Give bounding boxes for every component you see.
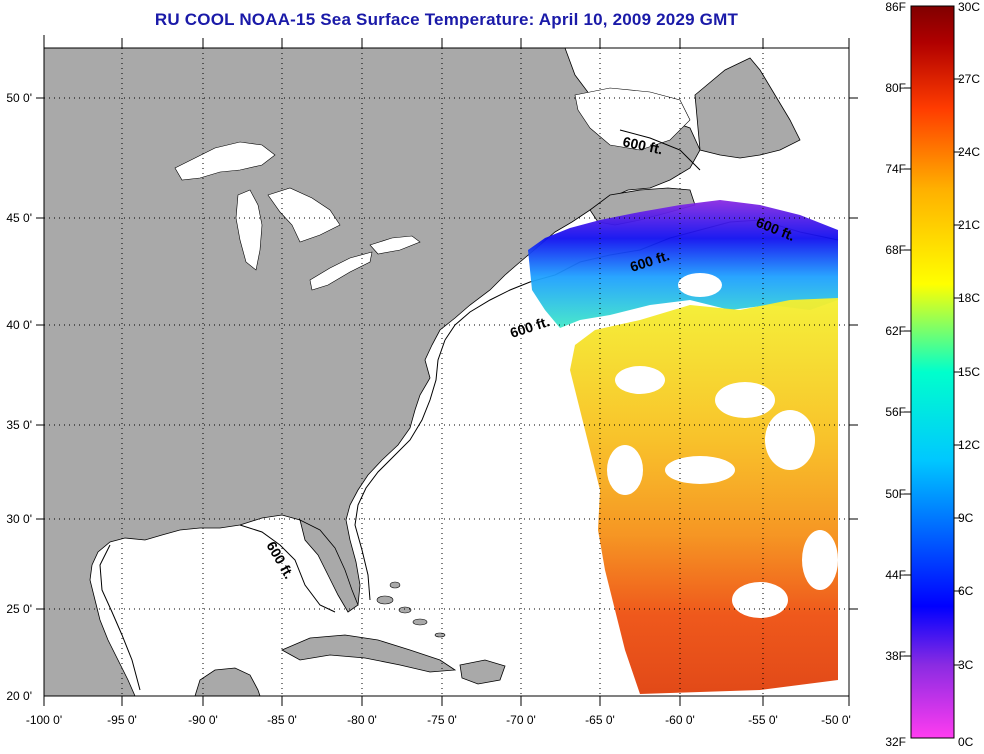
- sst-cold-region: [528, 200, 838, 328]
- lon-label: -65 0': [585, 713, 615, 727]
- lat-label: 50 0': [6, 91, 32, 105]
- lon-label: -85 0': [267, 713, 297, 727]
- colorbar-c-label: 6C: [958, 584, 974, 598]
- lon-label: -75 0': [427, 713, 457, 727]
- colorbar-f-label: 74F: [885, 162, 906, 176]
- lon-label: -100 0': [26, 713, 62, 727]
- colorbar-c-label: 9C: [958, 511, 974, 525]
- colorbar-c-label: 18C: [958, 291, 980, 305]
- lake-ontario: [369, 235, 421, 255]
- lake-huron: [267, 187, 341, 243]
- land-newfoundland: [694, 57, 801, 159]
- cloud-gaps: [607, 273, 838, 618]
- lat-label: 25 0': [6, 602, 32, 616]
- lon-label: -60 0': [665, 713, 695, 727]
- colorbar-c-label: 15C: [958, 365, 980, 379]
- land-cuba: [281, 634, 457, 673]
- lon-label: -80 0': [347, 713, 377, 727]
- lat-labels: 50 0' 45 0' 40 0' 35 0' 30 0' 25 0' 20 0…: [6, 91, 32, 703]
- lake-superior: [174, 141, 276, 181]
- land-north-america: [43, 47, 701, 697]
- colorbar-f-label: 50F: [885, 487, 906, 501]
- map-frame: [43, 47, 850, 697]
- colorbar-c-label: 12C: [958, 438, 980, 452]
- colorbar-f-label: 44F: [885, 568, 906, 582]
- color-bar-scale: [910, 5, 955, 739]
- colorbar-f-label: 86F: [885, 0, 906, 14]
- lon-label: -95 0': [107, 713, 137, 727]
- grid-lines: [44, 48, 849, 696]
- lat-label: 40 0': [6, 318, 32, 332]
- lon-label: -55 0': [748, 713, 778, 727]
- lon-labels: -100 0' -95 0' -90 0' -85 0' -80 0' -75 …: [26, 713, 851, 727]
- colorbar-f-label: 68F: [885, 243, 906, 257]
- land-bahamas: [376, 581, 446, 638]
- colorbar-c-label: 0C: [958, 735, 974, 749]
- colorbar-f-label: 32F: [885, 735, 906, 749]
- colorbar-f-label: 62F: [885, 324, 906, 338]
- lat-label: 35 0': [6, 418, 32, 432]
- gulf-st-lawrence: [574, 87, 691, 151]
- lake-erie: [309, 251, 373, 291]
- colorbar-f-label: 38F: [885, 649, 906, 663]
- lat-label: 20 0': [6, 689, 32, 703]
- colorbar-c-label: 3C: [958, 658, 974, 672]
- colorbar-c-label: 21C: [958, 218, 980, 232]
- color-bar: 86F 80F 74F 68F 62F 56F 50F 44F 38F 32F …: [885, 0, 980, 749]
- lon-label: -50 0': [821, 713, 851, 727]
- lon-label: -90 0': [188, 713, 218, 727]
- colorbar-c-label: 24C: [958, 145, 980, 159]
- land-hispaniola: [459, 659, 506, 685]
- lat-label: 30 0': [6, 512, 32, 526]
- map-title: RU COOL NOAA-15 Sea Surface Temperature:…: [154, 10, 739, 29]
- colorbar-c-label: 27C: [958, 72, 980, 86]
- land-florida: [299, 519, 359, 613]
- colorbar-c-label: 30C: [958, 0, 980, 14]
- lat-label: 45 0': [6, 211, 32, 225]
- tick-marks: [36, 35, 858, 706]
- lake-michigan: [235, 189, 263, 271]
- lon-label: -70 0': [506, 713, 536, 727]
- colorbar-f-label: 56F: [885, 405, 906, 419]
- colorbar-f-label: 80F: [885, 81, 906, 95]
